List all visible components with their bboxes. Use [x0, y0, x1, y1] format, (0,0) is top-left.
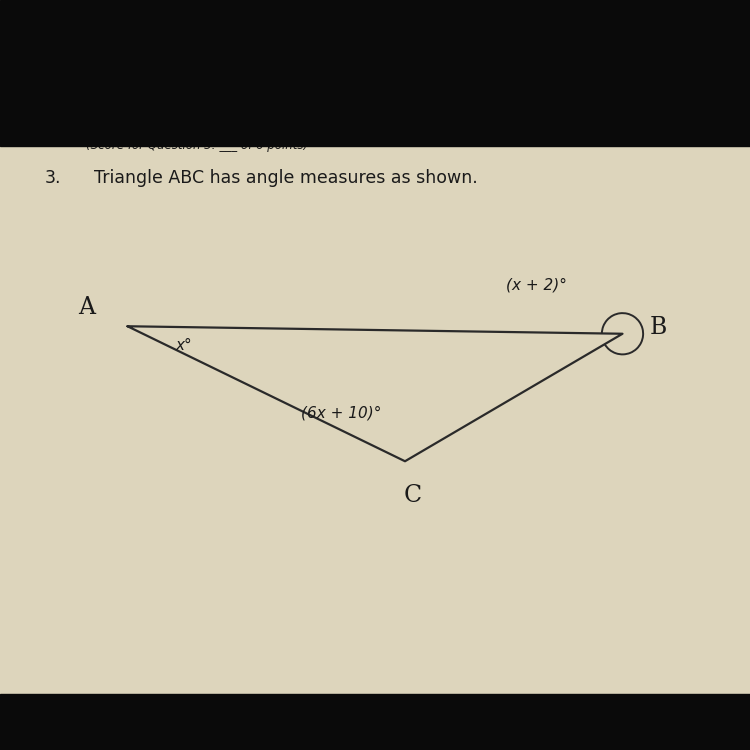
Text: A: A — [78, 296, 94, 319]
Text: (6x + 10)°: (6x + 10)° — [301, 405, 382, 420]
Text: B: B — [650, 316, 668, 339]
Text: (x + 2)°: (x + 2)° — [506, 278, 567, 292]
Text: C: C — [404, 484, 422, 506]
Text: (Score for Question 3: ___ of 6 points): (Score for Question 3: ___ of 6 points) — [86, 139, 308, 152]
Text: x°: x° — [176, 338, 192, 352]
Text: Triangle ABC has angle measures as shown.: Triangle ABC has angle measures as shown… — [94, 169, 478, 187]
Text: 3.: 3. — [45, 169, 62, 187]
